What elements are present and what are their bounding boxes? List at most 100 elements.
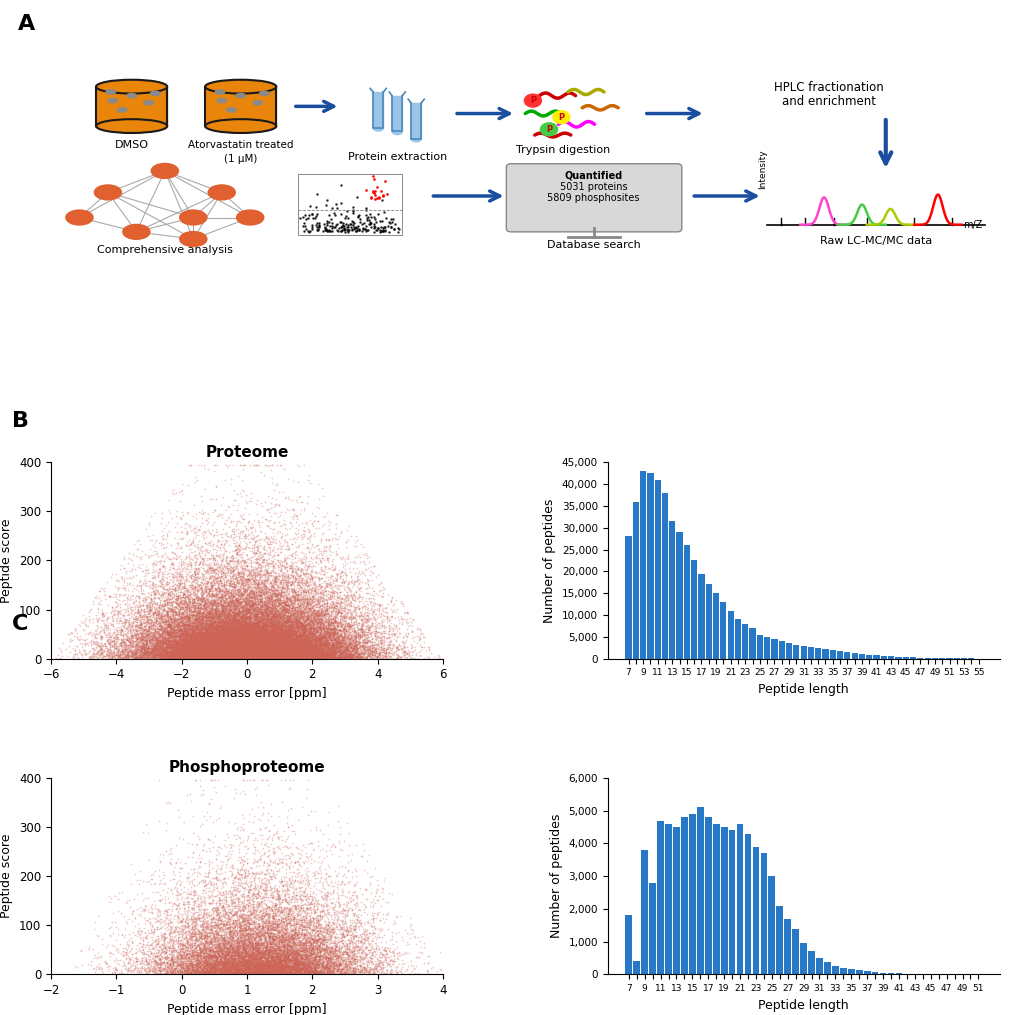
Point: [276, 633, 292, 650]
Point: [318, 895, 334, 911]
Point: [334, 932, 351, 948]
Point: [175, 640, 192, 657]
Point: [342, 618, 359, 634]
Point: [202, 966, 218, 983]
Point: [292, 959, 309, 975]
Point: [354, 623, 370, 639]
Point: [107, 599, 123, 615]
Point: [264, 603, 280, 619]
Point: [161, 610, 177, 626]
Point: [291, 651, 308, 667]
Point: [160, 640, 176, 657]
Point: [211, 631, 227, 648]
Point: [283, 647, 300, 663]
Point: [262, 641, 278, 658]
Point: [201, 626, 217, 642]
Point: [293, 610, 310, 626]
Point: [264, 563, 280, 580]
Point: [310, 642, 326, 659]
Point: [266, 645, 282, 661]
Point: [219, 944, 235, 960]
Point: [157, 545, 173, 561]
Point: [232, 633, 249, 650]
Point: [173, 647, 190, 663]
Point: [160, 629, 176, 646]
Point: [230, 630, 247, 647]
Point: [226, 620, 243, 636]
Point: [240, 626, 257, 642]
Point: [358, 853, 374, 869]
Point: [268, 637, 284, 654]
Point: [175, 954, 192, 970]
Point: [280, 625, 297, 641]
Point: [122, 630, 139, 647]
Point: [300, 948, 316, 964]
Point: [189, 914, 205, 930]
Point: [231, 862, 248, 878]
Point: [160, 647, 176, 663]
Point: [226, 938, 243, 954]
Point: [309, 632, 325, 649]
Point: [183, 645, 200, 661]
Point: [232, 949, 249, 965]
Point: [267, 531, 283, 547]
Point: [261, 614, 277, 630]
Point: [211, 946, 227, 962]
Point: [264, 959, 280, 975]
Point: [156, 648, 172, 664]
Point: [319, 559, 335, 576]
Point: [266, 636, 282, 653]
Point: [239, 937, 256, 953]
Point: [291, 942, 308, 958]
Point: [209, 632, 225, 649]
Point: [184, 632, 201, 649]
Point: [207, 565, 223, 582]
Point: [263, 632, 279, 649]
Point: [259, 634, 275, 651]
Point: [259, 635, 275, 652]
Point: [327, 938, 343, 954]
Point: [269, 633, 285, 650]
Point: [252, 639, 268, 656]
Point: [195, 651, 211, 667]
Point: [282, 625, 299, 641]
Point: [272, 648, 288, 664]
Point: [192, 954, 208, 970]
Point: [212, 625, 228, 641]
Point: [245, 825, 261, 841]
Point: [302, 621, 318, 637]
Point: [305, 594, 321, 610]
Point: [224, 630, 240, 647]
Point: [279, 941, 296, 957]
Point: [130, 629, 147, 646]
Point: [198, 615, 214, 631]
Point: [285, 642, 302, 659]
Point: [186, 637, 203, 654]
Point: [274, 914, 290, 930]
Point: [222, 602, 238, 618]
Point: [200, 645, 216, 661]
Point: [307, 965, 323, 982]
Point: [238, 595, 255, 611]
Point: [227, 641, 244, 658]
Point: [163, 646, 179, 662]
Point: [337, 637, 354, 654]
Point: [260, 924, 276, 940]
Bar: [688, 814, 695, 974]
Point: [145, 638, 161, 655]
Point: [229, 641, 246, 658]
Point: [226, 641, 243, 658]
Point: [260, 638, 276, 655]
Point: [205, 646, 221, 662]
Point: [208, 632, 224, 649]
Point: [332, 605, 348, 621]
Point: [226, 790, 243, 806]
Point: [300, 929, 316, 945]
Point: [179, 650, 196, 666]
Point: [229, 640, 246, 657]
Point: [313, 637, 329, 654]
Point: [212, 648, 228, 664]
Point: [236, 634, 253, 651]
Point: [196, 562, 212, 579]
Point: [233, 642, 250, 659]
